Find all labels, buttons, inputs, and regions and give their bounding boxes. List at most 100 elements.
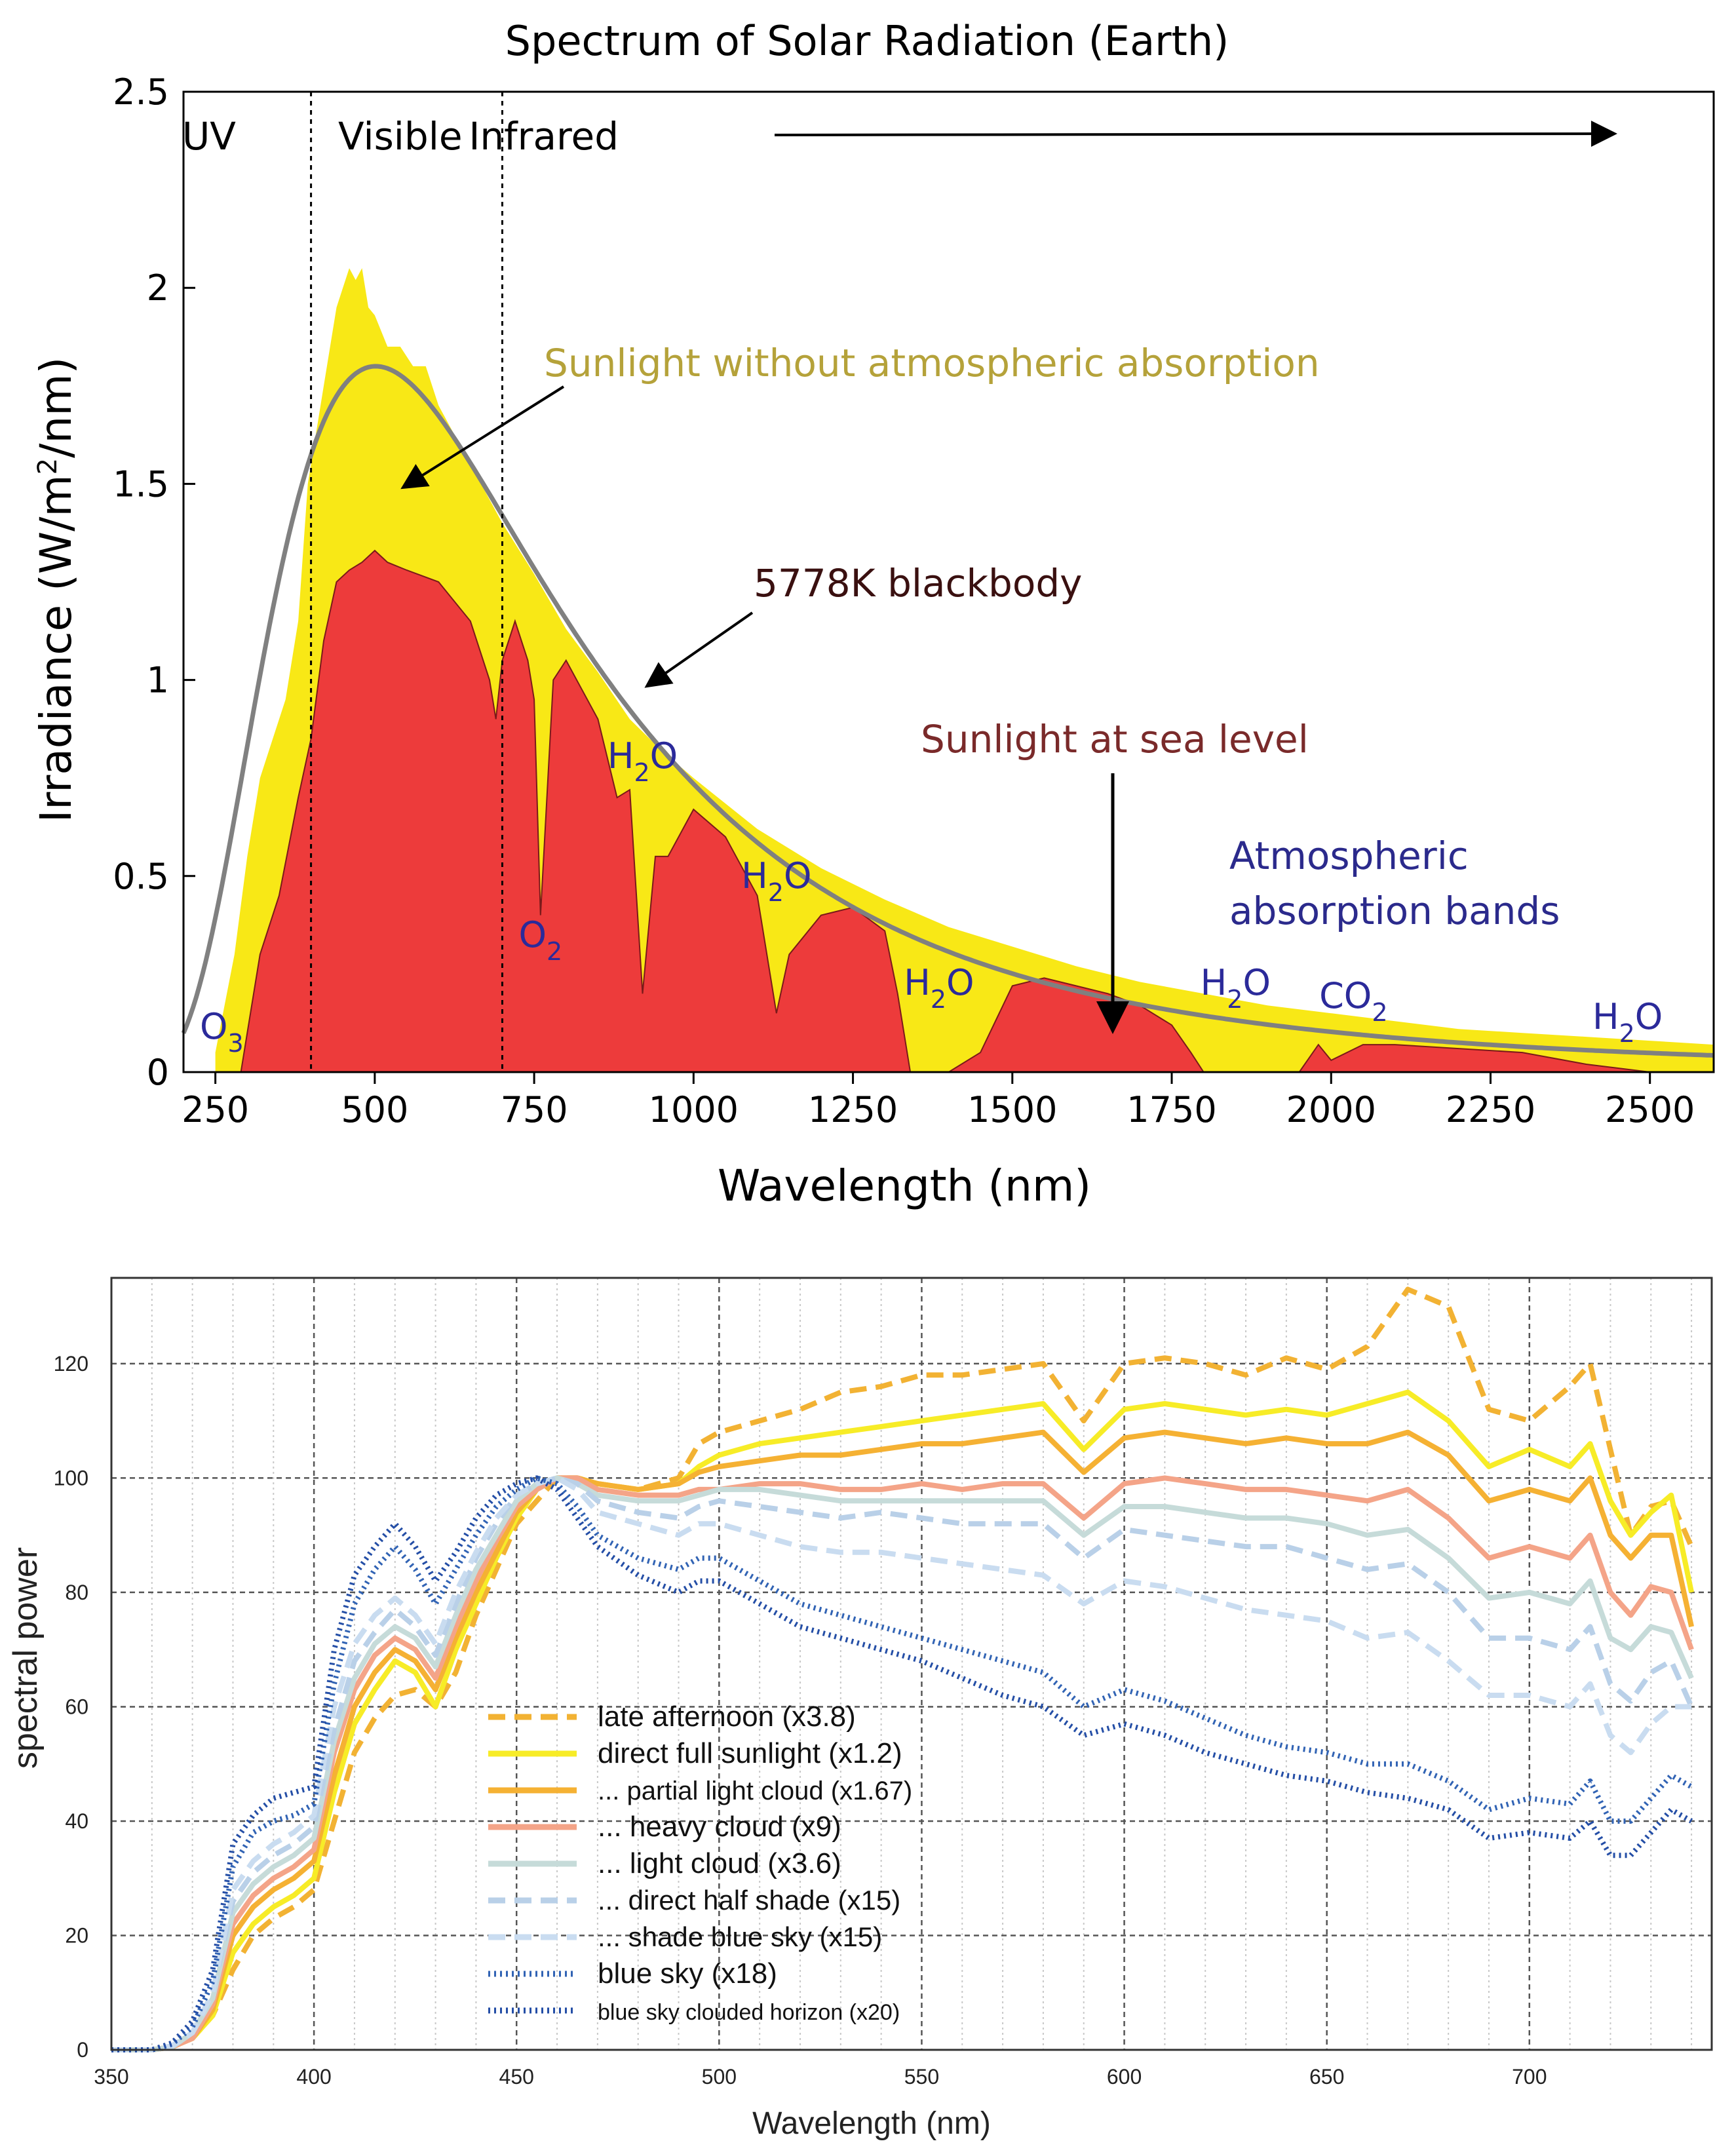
molecule-subscript: 2 [1227, 985, 1243, 1014]
x-tick-label: 1000 [649, 1089, 739, 1130]
region-label-infrared: Infrared [469, 114, 619, 159]
molecule-label: O2 [518, 914, 562, 966]
molecule-symbol: H [1201, 962, 1227, 1003]
legend-label: blue sky clouded horizon (x20) [598, 2000, 900, 2025]
y-tick-label: 2.5 [113, 71, 169, 113]
molecule-symbol: O [1243, 962, 1271, 1003]
legend-label: late afternoon (x3.8) [598, 1701, 856, 1733]
legend-label: blue sky (x18) [598, 1957, 777, 1990]
series-line [111, 1475, 1693, 2052]
molecule-subscript: 2 [931, 985, 946, 1014]
blackbody-curve [181, 364, 1714, 1058]
legend-label: ... light cloud (x3.6) [598, 1847, 841, 1879]
molecule-subscript: 2 [1372, 998, 1387, 1027]
molecule-symbol: H [904, 962, 931, 1003]
molecule-label: H2O [607, 735, 678, 787]
molecule-symbol: O [200, 1006, 228, 1047]
series-line [111, 1429, 1695, 2052]
infrared-arrow [774, 121, 1617, 147]
molecule-label: H2O [741, 855, 811, 907]
y-tick-label: 120 [54, 1352, 88, 1376]
sunlight-arrow [400, 385, 565, 490]
molecule-label: H2O [904, 962, 974, 1014]
series-line [111, 1475, 1693, 2052]
x-tick-label: 400 [296, 2065, 331, 2089]
molecule-symbol: O [784, 855, 812, 896]
x-tick-label: 1500 [967, 1089, 1057, 1130]
absorption-bands-label-line2: absorption bands [1229, 889, 1560, 933]
y-axis-label: spectral power [7, 1547, 45, 1769]
sunlight-without-absorption-label: Sunlight without atmospheric absorption [544, 341, 1320, 385]
molecule-symbol: H [741, 855, 768, 896]
y-tick-label: 40 [65, 1809, 88, 1833]
y-axis-label: Irradiance (W/m2/nm) [31, 357, 81, 823]
molecule-label: O3 [200, 1006, 244, 1058]
molecule-label: H2O [1592, 996, 1663, 1048]
x-axis-label: Wavelength (nm) [752, 2106, 991, 2141]
plot-frame [182, 90, 1715, 1073]
legend-label: ... heavy cloud (x9) [598, 1811, 841, 1843]
x-tick-label: 500 [702, 2065, 737, 2089]
series-line [111, 1475, 1692, 2052]
molecule-subscript: 3 [228, 1029, 244, 1058]
molecule-symbol: O [650, 735, 678, 777]
molecule-label: CO2 [1319, 975, 1387, 1027]
y-tick-label: 0.5 [113, 856, 169, 897]
x-axis-label: Wavelength (nm) [718, 1161, 1091, 1211]
series-line [111, 1475, 1694, 2052]
molecule-subscript: 2 [768, 878, 784, 907]
x-tick-label: 700 [1512, 2065, 1547, 2089]
series-line [111, 1389, 1695, 2052]
molecule-subscript: 2 [634, 758, 649, 787]
x-tick-label: 1250 [808, 1089, 898, 1130]
region-label-visible: Visible [338, 114, 462, 159]
y-tick-label: 1.5 [113, 463, 169, 505]
legend-label: ... partial light cloud (x1.67) [598, 1777, 912, 1805]
legend-label: ... shade blue sky (x15) [598, 1921, 882, 1952]
x-tick-label: 2000 [1286, 1089, 1376, 1130]
molecule-symbol: CO [1319, 975, 1372, 1016]
x-tick-label: 2250 [1446, 1089, 1535, 1130]
y-tick-label: 2 [147, 267, 169, 309]
legend-label: ... direct half shade (x15) [598, 1885, 900, 1915]
x-tick-label: 450 [499, 2065, 534, 2089]
chart-title: Spectrum of Solar Radiation (Earth) [505, 17, 1229, 65]
molecule-subscript: 2 [1619, 1019, 1635, 1048]
sunlight-sea-level-area [240, 549, 1650, 1073]
blackbody-arrow [644, 611, 754, 688]
x-tick-label: 550 [904, 2065, 939, 2089]
plot-frame [110, 1277, 1713, 2051]
blackbody-label: 5778K blackbody [754, 561, 1082, 606]
molecule-symbol: H [607, 735, 634, 777]
y-tick-label: 0 [77, 2038, 88, 2062]
y-tick-label: 60 [65, 1695, 88, 1718]
y-tick-label: 20 [65, 1923, 88, 1947]
x-tick-label: 2500 [1605, 1089, 1695, 1130]
molecule-label: H2O [1201, 962, 1271, 1014]
y-tick-label: 1 [147, 660, 169, 701]
legend-label: direct full sunlight (x1.2) [598, 1737, 902, 1769]
y-axis-label-part: /nm) [31, 357, 81, 458]
molecule-symbol: O [518, 914, 547, 955]
y-axis-label-part: Irradiance (W/m [31, 474, 81, 822]
x-tick-label: 250 [182, 1089, 249, 1130]
y-axis-label-superscript: 2 [33, 458, 63, 474]
y-tick-label: 80 [65, 1581, 88, 1604]
molecule-subscript: 2 [547, 937, 562, 966]
absorption-bands-label-line1: Atmospheric [1229, 834, 1469, 878]
x-tick-label: 1750 [1127, 1089, 1216, 1130]
x-tick-label: 350 [94, 2065, 128, 2089]
x-tick-label: 650 [1309, 2065, 1344, 2089]
series-line [111, 1475, 1694, 2052]
x-tick-label: 600 [1107, 2065, 1142, 2089]
molecule-symbol: O [946, 962, 974, 1003]
y-tick-label: 0 [147, 1052, 169, 1093]
solar-spectrum-chart: Spectrum of Solar Radiation (Earth) 250 50… [31, 17, 1715, 1211]
x-tick-label: 750 [501, 1089, 568, 1130]
region-label-uv: UV [182, 114, 236, 159]
y-tick-label: 100 [54, 1466, 88, 1490]
molecule-symbol: O [1635, 996, 1663, 1037]
x-tick-label: 500 [341, 1089, 408, 1130]
molecule-symbol: H [1592, 996, 1619, 1037]
